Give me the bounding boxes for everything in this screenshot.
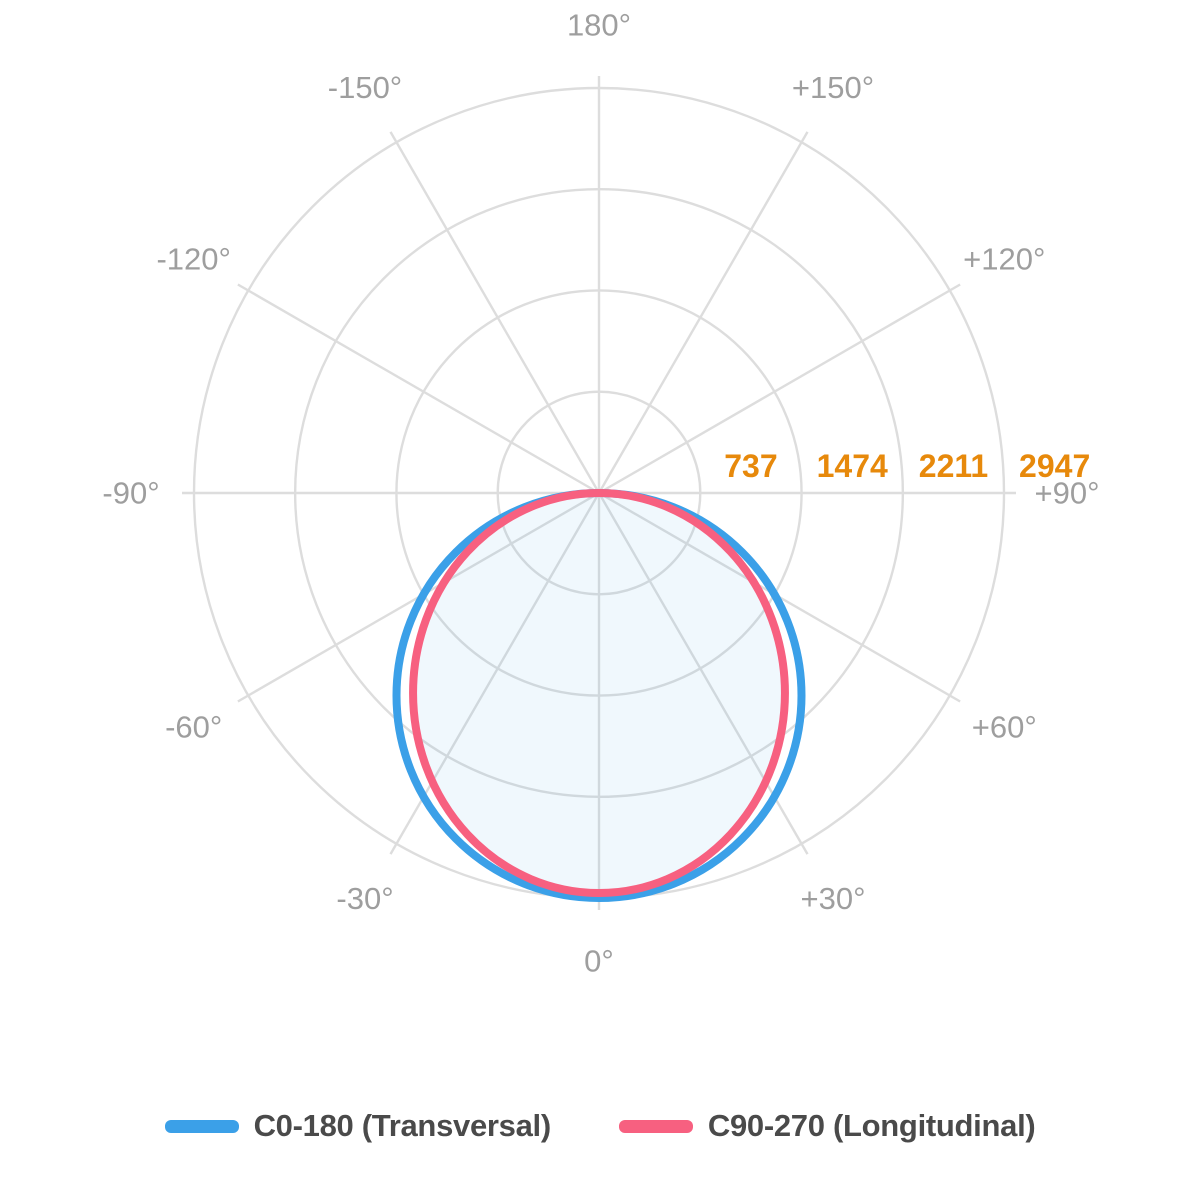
angle-label: -30°: [336, 881, 393, 916]
grid-circle: [395, 289, 803, 697]
legend-item-c0-180[interactable]: C0-180 (Transversal): [164, 1108, 552, 1144]
grid-spoke: [237, 283, 600, 495]
angle-label: -90°: [102, 476, 159, 511]
angle-label: +30°: [801, 881, 866, 916]
angle-label: 180°: [567, 8, 631, 43]
angle-label: +90°: [1035, 476, 1100, 511]
angle-label: -150°: [328, 70, 402, 105]
chart-legend: C0-180 (Transversal) C90-270 (Longitudin…: [0, 1098, 1200, 1154]
legend-swatch-blue-icon: [164, 1119, 239, 1133]
legend-label-c0-180: C0-180 (Transversal): [253, 1108, 552, 1143]
legend-item-c90-270[interactable]: C90-270 (Longitudinal): [618, 1108, 1036, 1144]
grid-spoke: [598, 283, 961, 495]
angle-label: -60°: [165, 710, 222, 745]
angle-label: +120°: [963, 242, 1045, 277]
radial-tick-label: 2211: [919, 448, 988, 484]
angle-label: 0°: [584, 944, 614, 979]
legend-swatch-pink-icon: [618, 1119, 693, 1133]
legend-label-c90-270: C90-270 (Longitudinal): [707, 1108, 1036, 1143]
radial-tick-label: 1474: [817, 448, 888, 484]
grid-spoke: [597, 131, 809, 494]
grid-spoke: [389, 131, 601, 494]
angle-label: +60°: [972, 710, 1037, 745]
radial-tick-label: 2947: [1019, 448, 1090, 484]
angle-label: +150°: [792, 70, 874, 105]
grid-circle: [496, 390, 702, 596]
angle-label: -120°: [156, 242, 230, 277]
polar-grid: [182, 76, 1016, 910]
grid-circle: [293, 187, 905, 799]
radial-tick-label: 737: [724, 448, 777, 484]
series-c90-270-curve: [409, 489, 789, 898]
